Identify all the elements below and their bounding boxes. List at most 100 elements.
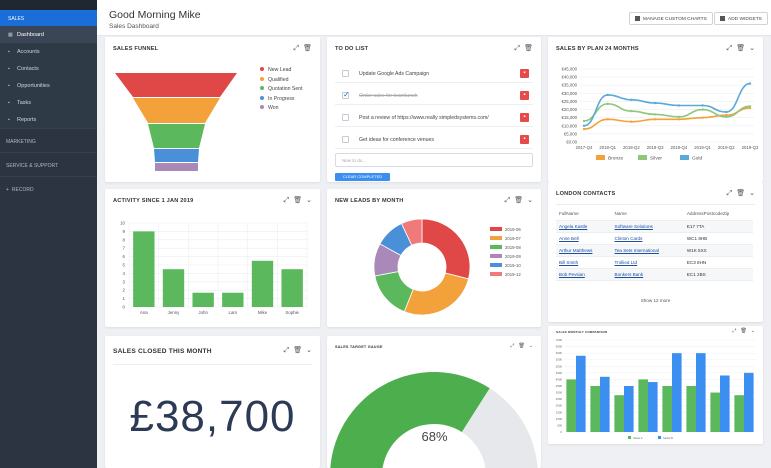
chevron-down-icon[interactable]: ⌄ [527, 197, 533, 204]
card-tools: ⤢ 🗑 [511, 44, 534, 53]
expand-icon[interactable]: ⤢ [514, 45, 521, 52]
sidebar-group-service[interactable]: SERVICE & SUPPORT [0, 152, 97, 176]
clear-completed-button[interactable]: CLEAR COMPLETED [335, 173, 390, 181]
add-widgets-button[interactable]: ADD WIDGETS [714, 12, 768, 25]
data-point [606, 93, 609, 97]
column-header[interactable]: AddressPostcodeZip [683, 208, 753, 221]
table-header-row: FullName Name AddressPostcodeZip [556, 208, 753, 221]
todo-item: Order cake for teamlunch ▪ [335, 87, 533, 105]
chevron-down-icon[interactable]: ⌄ [528, 343, 533, 349]
chevron-down-icon[interactable]: ⌄ [306, 197, 312, 204]
bar [638, 379, 648, 432]
expand-icon[interactable]: ⤢ [510, 343, 515, 349]
legend-label: Quotation Sent [268, 86, 303, 92]
column-header[interactable]: FullName [556, 208, 612, 221]
todo-checkbox[interactable] [342, 136, 349, 143]
expand-icon[interactable]: ⤢ [283, 197, 290, 204]
todo-input[interactable]: New to do... [335, 153, 533, 167]
trash-icon[interactable]: 🗑 [518, 343, 525, 349]
contact-name-link[interactable]: Bob Pevsian [556, 268, 612, 281]
todo-checkbox[interactable] [342, 90, 350, 99]
legend-label: 2019-12 [505, 272, 521, 277]
company-link[interactable]: Bonkers Bank [611, 268, 684, 281]
chevron-down-icon[interactable]: ⌄ [749, 190, 755, 197]
expand-icon[interactable]: ⤢ [726, 45, 733, 52]
legend-label: Series B [663, 436, 673, 440]
y-tick-label: 2500 [556, 397, 563, 401]
gauge-fill [330, 372, 490, 468]
chevron-down-icon[interactable]: ⌄ [306, 347, 312, 354]
delete-icon[interactable]: ▪ [520, 69, 529, 78]
card-tools: ⤢ 🗑 [290, 44, 313, 53]
y-tick-label: 4500 [556, 371, 563, 375]
data-point [653, 101, 657, 105]
company-link[interactable]: Tea Sets International [611, 244, 684, 257]
company-link[interactable]: Clinton Cards [611, 232, 684, 245]
trash-icon[interactable]: 🗑 [514, 197, 524, 204]
card-tools: ⤢ 🗑 ⌄ [723, 189, 755, 198]
show-more-link[interactable]: Show 12 more [640, 298, 671, 303]
y-tick-label: €20,000 [561, 107, 577, 112]
chevron-down-icon[interactable]: ⌄ [750, 328, 755, 334]
contact-name-link[interactable]: Arthur Matthews [556, 244, 612, 257]
legend-label: Series A [633, 436, 643, 440]
y-tick-label: 1500 [556, 410, 563, 414]
page-subtitle: Sales Dashboard [109, 23, 159, 30]
delete-icon[interactable]: ▪ [520, 91, 529, 100]
topbar: Good Morning Mike Sales Dashboard MANAGE… [97, 0, 771, 36]
data-point [630, 109, 633, 113]
activity-bar-chart: 0 1 2 3 4 5 6 7 8 9 10 Ana Jenny John Lars Mike Sophie [120, 221, 308, 315]
trash-icon[interactable]: 🗑 [736, 45, 746, 52]
column-header[interactable]: Name [611, 208, 684, 221]
expand-icon[interactable]: ⤢ [732, 328, 737, 334]
data-point [630, 98, 633, 102]
company-link[interactable]: Software Solutions [611, 220, 684, 233]
monthly-bar-chart: 0 500 1000 1500 2000 2500 3000 3500 4000 4500 5000… [556, 338, 756, 440]
sales-by-plan-card: SALES BY PLAN 24 MONTHS ⤢ 🗑 ⌄ €0.00 €5,000 €… [548, 37, 763, 182]
trash-icon[interactable]: 🗑 [303, 45, 312, 52]
y-tick-label: 2000 [556, 404, 563, 408]
funnel-chart [115, 73, 237, 171]
sidebar-item-contacts[interactable]: ▪ Contacts [0, 60, 97, 77]
sidebar-item-accounts[interactable]: ▪ Accounts [0, 43, 97, 60]
delete-icon[interactable]: ▪ [520, 135, 529, 144]
bar [744, 372, 754, 432]
delete-icon[interactable]: ▪ [520, 113, 529, 122]
company-link[interactable]: Trollied Ltd [611, 256, 684, 269]
todo-checkbox[interactable] [342, 114, 349, 121]
sidebar-item-opportunities[interactable]: ▪ Opportunities [0, 77, 97, 94]
expand-icon[interactable]: ⤢ [293, 45, 300, 52]
sidebar-item-reports[interactable]: ▪ Reports [0, 111, 97, 128]
legend-swatch [490, 263, 502, 267]
contact-name-link[interactable]: Anne Bell [556, 232, 612, 245]
reports-icon: ▪ [8, 117, 10, 123]
expand-icon[interactable]: ⤢ [726, 190, 733, 197]
todo-text: Get ideas for conference venues [359, 137, 434, 143]
expand-icon[interactable]: ⤢ [504, 197, 511, 204]
sidebar-group-record[interactable]: + RECORD [0, 176, 97, 200]
trash-icon[interactable]: 🗑 [736, 190, 746, 197]
chevron-down-icon[interactable]: ⌄ [749, 45, 755, 52]
legend-item: Qualified [260, 76, 288, 83]
contact-name-link[interactable]: Angela Kastle [556, 220, 612, 233]
contact-name-link[interactable]: Bill Smith [556, 256, 612, 269]
todo-item: Update Google Ads Campaign ▪ [335, 65, 533, 83]
x-tick-label: Mike [258, 310, 268, 315]
monthly-comparison-card: SALES MONTHLY COMPARISON ⤢ 🗑 ⌄ 0 500 1000 150… [548, 326, 763, 444]
sidebar-section-sales[interactable]: SALES [0, 10, 97, 26]
gauge-value: 68% [421, 429, 448, 444]
todo-checkbox[interactable] [342, 70, 349, 77]
contacts-icon: ▪ [8, 66, 10, 72]
manage-charts-button[interactable]: MANAGE CUSTOM CHARTS [629, 12, 713, 25]
sidebar-group-marketing[interactable]: MARKETING [0, 128, 97, 152]
trash-icon[interactable]: 🗑 [524, 45, 533, 52]
trash-icon[interactable]: 🗑 [293, 347, 303, 354]
sidebar-item-dashboard[interactable]: ▦ Dashboard [0, 26, 97, 43]
expand-icon[interactable]: ⤢ [283, 347, 290, 354]
sales-closed-amount: £38,700 [129, 392, 296, 441]
trash-icon[interactable]: 🗑 [740, 328, 747, 334]
y-tick-label: €45,000 [561, 67, 577, 72]
trash-icon[interactable]: 🗑 [293, 197, 303, 204]
sidebar-item-tasks[interactable]: ▪ Tasks [0, 94, 97, 111]
plus-icon: + [6, 187, 9, 193]
